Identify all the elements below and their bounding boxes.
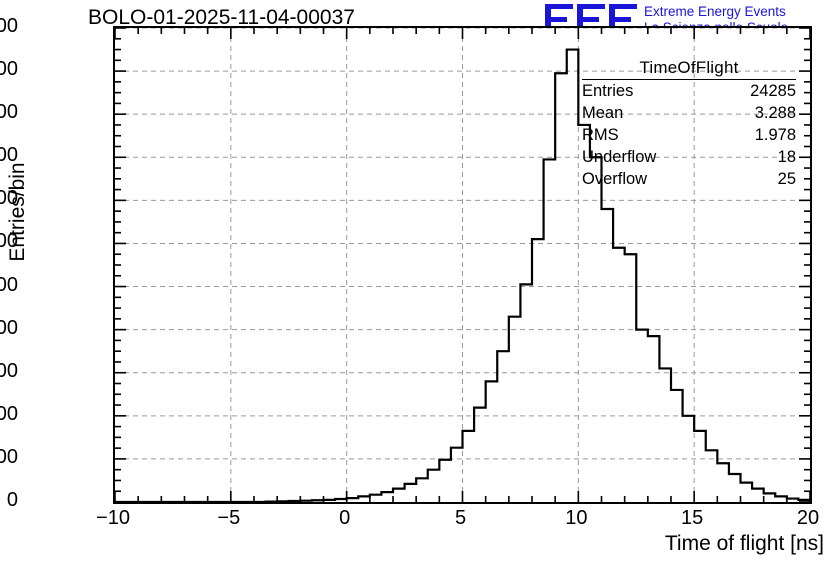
x-axis-tick-label: 15 [681,507,704,529]
axis-ticks [115,28,810,502]
y-axis-tick-label: 600 [0,359,18,382]
x-axis-tick-label: 10 [565,507,588,529]
stats-row: Underflow 18 [582,146,796,168]
x-axis-tick-label: 5 [454,507,467,529]
stats-row-key: Mean [582,104,624,122]
stats-row: Overflow 25 [582,168,796,190]
y-axis-tick-label: 400 [0,402,18,425]
stats-row-value: 18 [777,148,796,166]
stats-row-value: 25 [777,170,796,188]
y-axis-title: Entries/bin [6,162,29,262]
stats-row-key: Overflow [582,170,648,188]
stats-row-key: Entries [582,82,634,100]
y-axis-tick-label: 200 [0,445,18,468]
y-axis-tick-label: 1000 [0,273,18,296]
stats-row: RMS 1.978 [582,124,796,146]
x-axis-tick-label: −10 [96,507,130,529]
stats-row-key: Underflow [582,148,657,166]
y-axis-tick-label: 2200 [0,15,18,37]
logo-line-1: Extreme Energy Events [644,4,786,19]
stats-row-value: 1.978 [754,126,796,144]
stats-row-value: 24285 [750,82,796,100]
y-axis-tick-label: 1400 [0,187,18,210]
x-axis-tick-label: 20 [796,507,820,529]
y-axis-tick-label: 1800 [0,101,18,124]
stats-row: Mean 3.288 [582,102,796,124]
stats-box-title: TimeOfFlight [582,58,796,80]
y-axis-tick-label: 0 [6,489,18,511]
plot-frame [113,26,812,504]
y-axis-tick-label: 1600 [0,144,18,167]
x-axis-title: Time of flight [ns] [664,532,824,555]
stats-box-rows: Entries 24285 Mean 3.288 RMS 1.978 Underflow 18… [582,80,796,190]
y-axis-tick-label: 1200 [0,230,18,253]
stats-row: Entries 24285 [582,80,796,102]
histogram-outline [115,48,810,502]
stats-row-value: 3.288 [754,104,796,122]
stats-box: TimeOfFlight Entries 24285 Mean 3.288 RMS 1.9… [582,58,796,190]
histogram-plot [115,28,810,502]
y-axis-tick-label: 2000 [0,58,18,81]
y-axis-tick-label: 800 [0,316,18,339]
x-axis-tick-label: 0 [339,507,351,529]
page-title: BOLO-01-2025-11-04-00037 [88,6,355,29]
stats-row-key: RMS [582,126,619,144]
x-axis-tick-label: −5 [217,507,241,529]
